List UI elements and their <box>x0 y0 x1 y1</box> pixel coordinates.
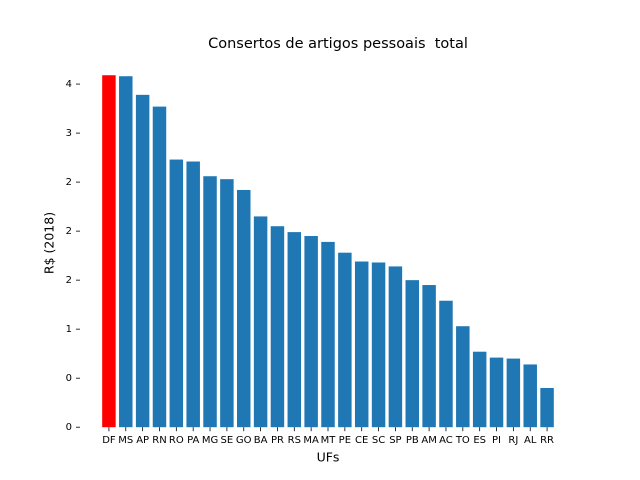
bar <box>388 266 403 428</box>
y-tick-label: 2 <box>66 275 72 286</box>
bar <box>456 326 470 428</box>
y-axis-label: R$ (2018) <box>42 212 57 274</box>
bar <box>489 357 504 428</box>
bar <box>304 236 318 428</box>
bar <box>422 285 436 428</box>
x-tick-label: RN <box>152 435 166 446</box>
x-tick-label: RO <box>169 435 184 446</box>
bar <box>102 75 116 428</box>
bar <box>152 106 167 428</box>
x-tick-label: RR <box>540 435 554 446</box>
bar <box>321 241 335 428</box>
bar <box>287 232 302 428</box>
x-tick-label: MS <box>118 435 133 446</box>
bar <box>371 262 386 428</box>
x-tick-label: RJ <box>508 435 518 446</box>
bar <box>220 179 234 428</box>
x-tick-label: SP <box>389 435 401 446</box>
y-tick-label: 0 <box>66 373 72 384</box>
x-tick-label: PE <box>339 435 351 446</box>
x-tick-label: AC <box>439 435 453 446</box>
bar <box>439 300 453 428</box>
x-tick-label: RS <box>288 435 301 446</box>
bar <box>506 358 521 428</box>
x-tick-label: PB <box>406 435 419 446</box>
x-tick-label: BA <box>254 435 268 446</box>
bar <box>119 76 133 428</box>
x-tick-label: AL <box>524 435 537 446</box>
x-tick-label: SE <box>221 435 234 446</box>
bar <box>135 94 150 428</box>
bar <box>472 351 487 428</box>
chart-title: Consertos de artigos pessoais total <box>208 36 468 52</box>
y-tick-label: 0 <box>66 422 72 433</box>
x-tick-label: AP <box>136 435 149 446</box>
x-tick-label: MT <box>321 435 337 446</box>
x-tick-label: AM <box>421 435 436 446</box>
x-tick-label: GO <box>236 435 252 446</box>
y-tick-label: 3 <box>66 128 72 139</box>
y-tick-label: 2 <box>66 177 72 188</box>
x-axis-label: UFs <box>317 450 340 465</box>
bar <box>354 261 369 428</box>
x-tick-label: MA <box>303 435 319 446</box>
bar <box>270 226 285 428</box>
bar <box>540 387 554 428</box>
x-tick-label: CE <box>355 435 368 446</box>
x-tick-label: PA <box>187 435 199 446</box>
bar <box>169 159 184 428</box>
bar <box>253 216 268 428</box>
x-tick-label: PR <box>271 435 284 446</box>
bar <box>338 252 352 428</box>
x-tick-label: SC <box>372 435 385 446</box>
bar <box>186 161 200 428</box>
x-tick-label: TO <box>455 435 470 446</box>
bar <box>523 364 537 428</box>
x-tick-label: DF <box>102 435 116 446</box>
bar <box>203 176 217 428</box>
bar <box>237 189 251 428</box>
x-tick-label: ES <box>473 435 486 446</box>
y-tick-label: 4 <box>66 79 72 90</box>
bar <box>405 280 419 428</box>
y-tick-label: 1 <box>66 324 72 335</box>
y-tick-label: 2 <box>66 226 72 237</box>
x-tick-label: PI <box>492 435 501 446</box>
x-tick-label: MG <box>202 435 218 446</box>
